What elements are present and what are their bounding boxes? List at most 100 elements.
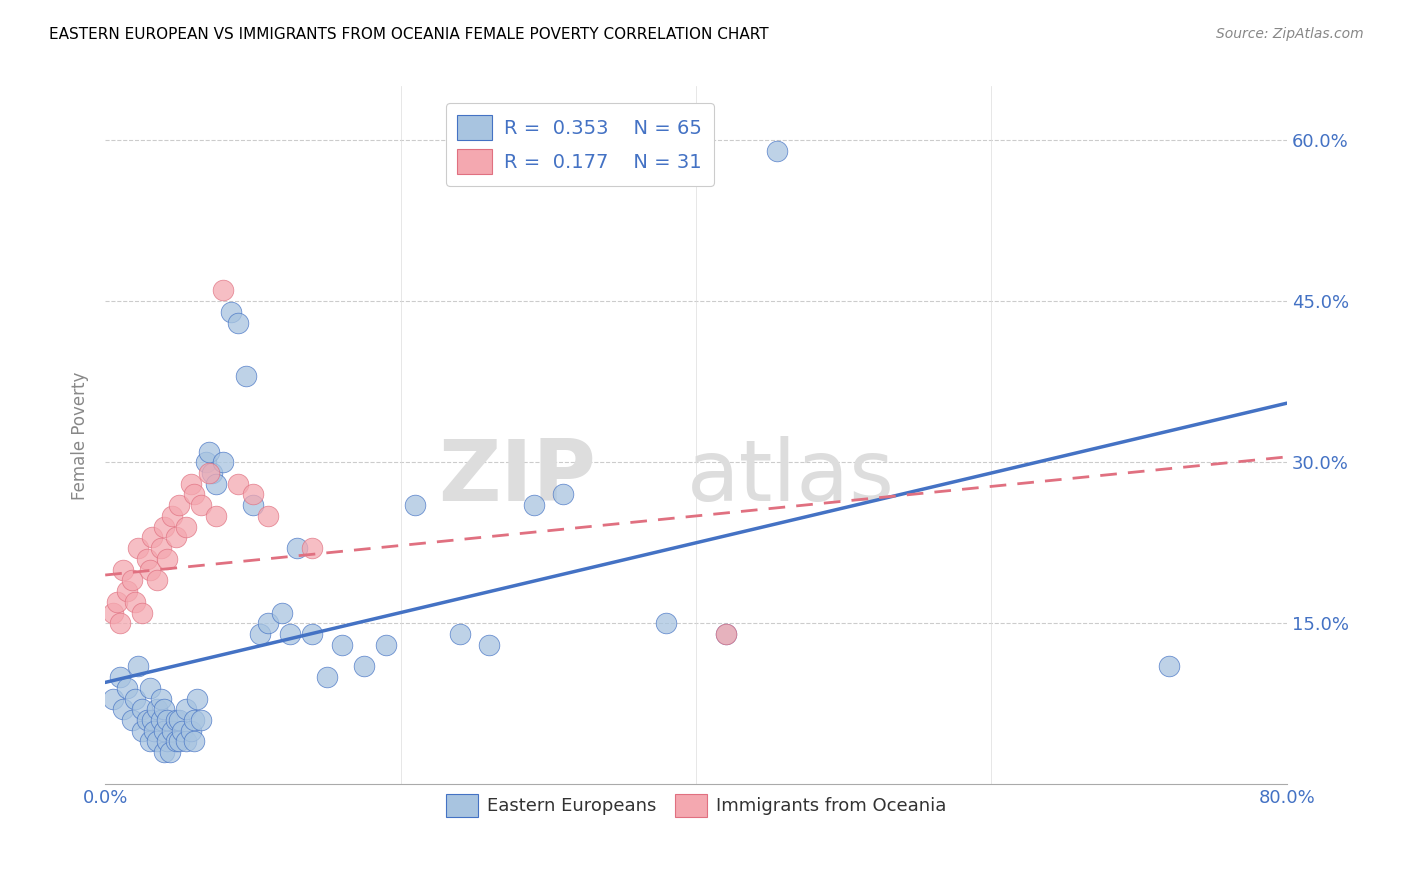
Point (183, 713, 205, 727)
Point (117, 681, 139, 695)
Point (141, 713, 163, 727)
Text: EASTERN EUROPEAN VS IMMIGRANTS FROM OCEANIA FEMALE POVERTY CORRELATION CHART: EASTERN EUROPEAN VS IMMIGRANTS FROM OCEA… (49, 27, 769, 42)
Point (167, 498, 190, 512)
Point (131, 606, 153, 620)
Point (156, 713, 179, 727)
Text: Source: ZipAtlas.com: Source: ZipAtlas.com (1216, 27, 1364, 41)
Point (183, 734, 205, 748)
Point (242, 487, 264, 501)
Point (170, 723, 193, 738)
Point (135, 713, 157, 727)
Point (1157, 659, 1180, 673)
Point (404, 498, 426, 512)
Point (105, 595, 128, 609)
Point (190, 713, 212, 727)
Point (131, 702, 153, 716)
Point (153, 745, 176, 759)
Point (167, 734, 190, 748)
Point (212, 284, 235, 298)
Point (194, 455, 217, 469)
Point (301, 627, 323, 641)
Point (180, 476, 202, 491)
Point (176, 702, 198, 716)
Point (186, 691, 208, 706)
Point (108, 670, 131, 684)
Point (256, 616, 278, 631)
Point (159, 745, 181, 759)
Point (176, 519, 198, 533)
Point (205, 508, 228, 523)
Point (197, 444, 219, 458)
Point (449, 627, 471, 641)
Point (127, 659, 149, 673)
Point (714, 627, 737, 641)
Text: atlas: atlas (686, 436, 894, 519)
Point (165, 530, 187, 544)
Point (146, 734, 169, 748)
Point (330, 638, 353, 652)
Point (101, 691, 124, 706)
Point (200, 466, 222, 480)
Point (219, 305, 242, 319)
Point (146, 574, 169, 588)
Point (374, 638, 396, 652)
Point (226, 316, 249, 330)
Point (117, 584, 139, 599)
Point (183, 487, 205, 501)
Point (141, 530, 163, 544)
Point (256, 508, 278, 523)
Point (180, 723, 202, 738)
Point (315, 670, 337, 684)
Point (135, 552, 157, 566)
Point (766, 144, 789, 158)
Point (138, 681, 160, 695)
Point (150, 713, 173, 727)
Y-axis label: Female Poverty: Female Poverty (72, 371, 89, 500)
Point (522, 498, 544, 512)
Point (121, 713, 143, 727)
Point (153, 519, 176, 533)
Point (301, 541, 323, 556)
Point (138, 734, 160, 748)
Point (176, 734, 198, 748)
Point (551, 487, 574, 501)
Point (212, 455, 235, 469)
Point (655, 616, 678, 631)
Point (156, 552, 179, 566)
Point (124, 691, 146, 706)
Point (150, 691, 173, 706)
Point (197, 466, 219, 480)
Point (165, 713, 187, 727)
Text: ZIP: ZIP (437, 436, 596, 519)
Point (285, 541, 308, 556)
Point (160, 508, 183, 523)
Point (131, 723, 153, 738)
Point (271, 606, 294, 620)
Point (353, 659, 375, 673)
Point (226, 476, 249, 491)
Point (714, 627, 737, 641)
Point (142, 723, 165, 738)
Point (278, 627, 301, 641)
Point (146, 702, 169, 716)
Point (111, 702, 134, 716)
Point (101, 606, 124, 620)
Point (156, 734, 179, 748)
Point (153, 723, 176, 738)
Point (205, 476, 228, 491)
Point (121, 574, 143, 588)
Point (235, 369, 257, 384)
Point (249, 627, 271, 641)
Point (108, 616, 131, 631)
Point (242, 498, 264, 512)
Point (478, 638, 501, 652)
Legend: Eastern Europeans, Immigrants from Oceania: Eastern Europeans, Immigrants from Ocean… (439, 787, 953, 824)
Point (160, 723, 183, 738)
Point (167, 713, 190, 727)
Point (150, 541, 173, 556)
Point (111, 563, 134, 577)
Point (190, 498, 212, 512)
Point (127, 541, 149, 556)
Point (124, 595, 146, 609)
Point (165, 734, 187, 748)
